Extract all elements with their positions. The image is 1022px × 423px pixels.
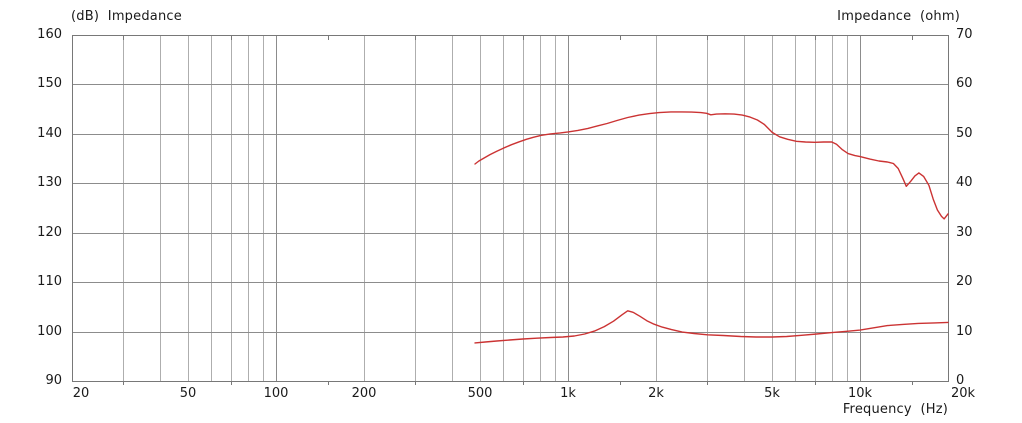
x-tick-100: 100 <box>263 386 289 401</box>
x-tick-200: 200 <box>351 386 377 401</box>
x-tick-20: 20 <box>72 386 90 401</box>
x-tick-500: 500 <box>467 386 493 401</box>
x-tick-2k: 2k <box>648 386 664 401</box>
x-tick-50: 50 <box>179 386 197 401</box>
x-tick-5k: 5k <box>764 386 780 401</box>
y-right-tick-10: 10 <box>956 324 973 339</box>
y-right-tick-30: 30 <box>956 225 973 240</box>
y-left-tick-150: 150 <box>37 76 62 91</box>
curve-response-db <box>474 111 949 220</box>
y-right-tick-0: 0 <box>956 373 965 388</box>
plot-border <box>72 35 949 382</box>
y-left-tick-110: 110 <box>37 274 62 289</box>
y-right-tick-70: 70 <box>956 27 973 42</box>
y-left-tick-160: 160 <box>37 27 62 42</box>
x-tick-1k: 1k <box>560 386 576 401</box>
y-right-tick-40: 40 <box>956 175 973 190</box>
grid <box>72 35 948 385</box>
y-left-tick-100: 100 <box>37 324 62 339</box>
left-axis-title: (dB) Impedance <box>71 9 182 24</box>
y-right-tick-20: 20 <box>956 274 973 289</box>
y-right-tick-50: 50 <box>956 126 973 141</box>
curve-impedance-ohm <box>474 310 949 344</box>
x-tick-20k: 20k <box>950 386 976 401</box>
y-left-tick-90: 90 <box>45 373 62 388</box>
y-left-tick-130: 130 <box>37 175 62 190</box>
y-left-tick-120: 120 <box>37 225 62 240</box>
y-right-tick-60: 60 <box>956 76 973 91</box>
x-axis-title: Frequency (Hz) <box>842 402 948 417</box>
y-left-tick-140: 140 <box>37 126 62 141</box>
right-axis-title: Impedance (ohm) <box>837 9 960 24</box>
x-tick-10k: 10k <box>847 386 873 401</box>
